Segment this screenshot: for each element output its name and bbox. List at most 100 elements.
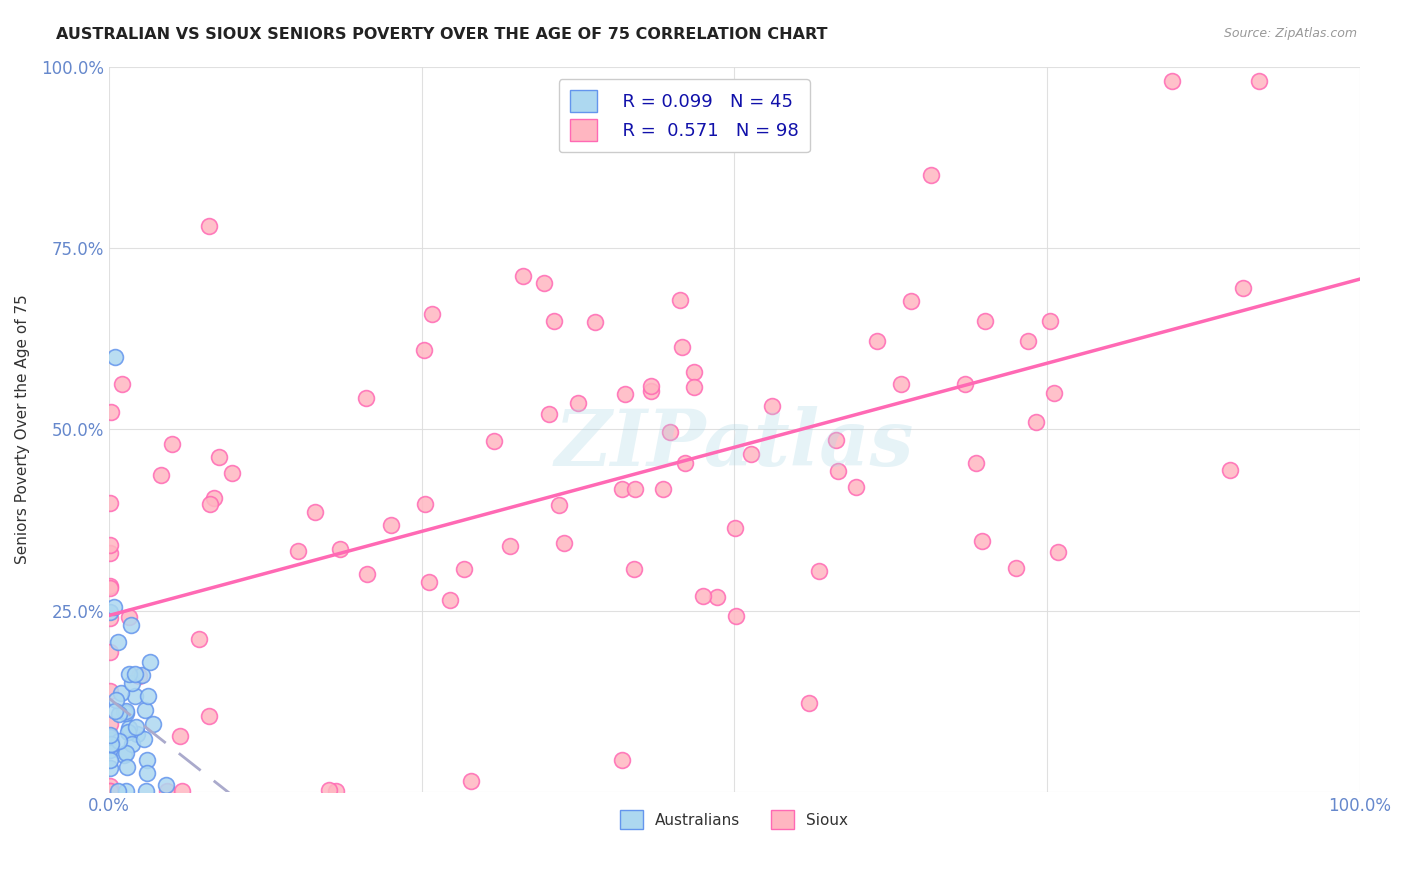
Point bbox=[170, 784, 193, 798]
Point bbox=[318, 782, 340, 797]
Point bbox=[890, 377, 912, 392]
Point bbox=[613, 387, 636, 401]
Point bbox=[304, 505, 326, 519]
Point bbox=[98, 753, 121, 767]
Point bbox=[799, 696, 821, 710]
Point bbox=[453, 562, 475, 576]
Point bbox=[706, 590, 728, 604]
Point bbox=[202, 491, 225, 506]
Point bbox=[1249, 74, 1271, 88]
Point bbox=[498, 539, 520, 553]
Point bbox=[115, 746, 138, 760]
Point bbox=[135, 784, 157, 798]
Point bbox=[548, 498, 571, 512]
Point bbox=[188, 632, 211, 646]
Point bbox=[139, 655, 162, 669]
Point bbox=[965, 456, 987, 470]
Point bbox=[807, 564, 830, 578]
Point bbox=[920, 168, 942, 182]
Point bbox=[1025, 415, 1047, 429]
Point bbox=[115, 706, 138, 720]
Point bbox=[117, 760, 139, 774]
Point bbox=[115, 784, 138, 798]
Point bbox=[132, 732, 155, 747]
Point bbox=[134, 703, 156, 717]
Point bbox=[117, 725, 139, 739]
Point bbox=[1005, 561, 1028, 575]
Point bbox=[98, 761, 121, 775]
Point bbox=[682, 365, 704, 379]
Point bbox=[112, 706, 135, 720]
Point bbox=[118, 609, 141, 624]
Point bbox=[973, 313, 995, 327]
Point bbox=[107, 784, 129, 798]
Point bbox=[640, 384, 662, 399]
Point bbox=[98, 784, 121, 798]
Point bbox=[160, 437, 183, 451]
Point bbox=[198, 497, 221, 511]
Point bbox=[460, 773, 482, 788]
Point bbox=[108, 733, 131, 747]
Point bbox=[136, 753, 159, 767]
Point bbox=[543, 314, 565, 328]
Point bbox=[104, 692, 127, 706]
Point bbox=[724, 521, 747, 535]
Point bbox=[198, 219, 221, 234]
Point bbox=[117, 721, 139, 735]
Point bbox=[131, 668, 153, 682]
Point bbox=[100, 737, 122, 751]
Point bbox=[98, 728, 121, 742]
Point bbox=[439, 593, 461, 607]
Point bbox=[149, 467, 172, 482]
Point bbox=[623, 562, 645, 576]
Point bbox=[98, 645, 121, 659]
Point bbox=[198, 708, 221, 723]
Point bbox=[107, 635, 129, 649]
Point bbox=[124, 720, 146, 734]
Point bbox=[1161, 74, 1184, 88]
Point bbox=[110, 686, 132, 700]
Point bbox=[98, 738, 121, 752]
Point bbox=[900, 293, 922, 308]
Point bbox=[583, 315, 606, 329]
Point bbox=[827, 464, 849, 478]
Point bbox=[98, 737, 121, 751]
Point bbox=[111, 376, 134, 391]
Point bbox=[413, 497, 436, 511]
Point bbox=[612, 753, 634, 767]
Point bbox=[567, 396, 589, 410]
Point bbox=[329, 542, 352, 557]
Point bbox=[128, 669, 150, 683]
Point bbox=[124, 689, 146, 703]
Point bbox=[98, 496, 121, 510]
Point bbox=[683, 380, 706, 394]
Point bbox=[651, 482, 673, 496]
Y-axis label: Seniors Poverty Over the Age of 75: Seniors Poverty Over the Age of 75 bbox=[15, 294, 30, 564]
Point bbox=[1219, 463, 1241, 477]
Point bbox=[98, 743, 121, 757]
Point bbox=[125, 727, 148, 741]
Point bbox=[1043, 386, 1066, 401]
Point bbox=[624, 483, 647, 497]
Point bbox=[724, 609, 747, 624]
Point bbox=[1232, 281, 1254, 295]
Point bbox=[659, 425, 682, 439]
Point bbox=[98, 579, 121, 593]
Point bbox=[761, 399, 783, 413]
Point bbox=[354, 391, 377, 405]
Point bbox=[671, 340, 693, 354]
Point bbox=[413, 343, 436, 357]
Point bbox=[98, 581, 121, 595]
Point bbox=[117, 666, 139, 681]
Point bbox=[121, 737, 143, 751]
Point bbox=[287, 543, 309, 558]
Point bbox=[108, 706, 131, 721]
Point bbox=[104, 704, 127, 718]
Point bbox=[121, 675, 143, 690]
Point bbox=[100, 733, 122, 747]
Point bbox=[98, 684, 121, 698]
Point bbox=[640, 378, 662, 392]
Point bbox=[380, 518, 402, 533]
Point bbox=[98, 730, 121, 744]
Point bbox=[124, 667, 146, 681]
